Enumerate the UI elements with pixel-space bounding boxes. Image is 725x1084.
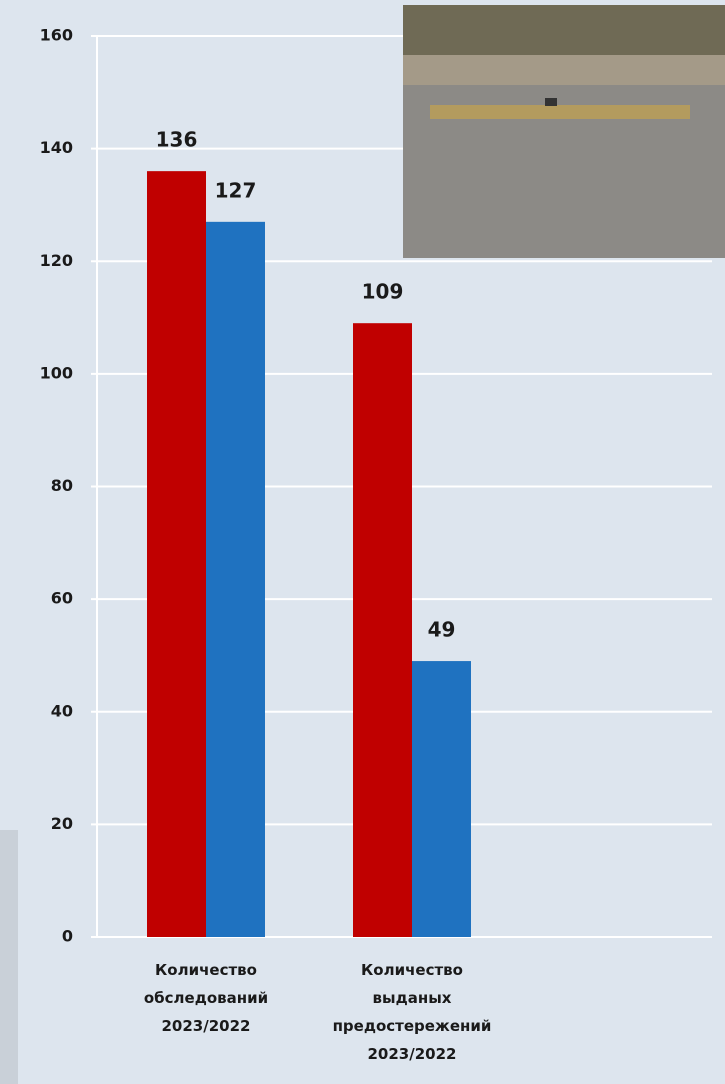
y-tick-label: 80	[51, 476, 73, 495]
bar	[206, 221, 265, 938]
bar	[353, 323, 412, 938]
photo-trees	[403, 5, 725, 55]
x-tick-label: Количество обследований 2023/2022	[144, 961, 268, 1035]
bar	[147, 171, 206, 937]
plot: 0 20 40 60 80 100 120 140 160 Количество обследова…	[40, 26, 712, 1063]
photo-path	[403, 55, 725, 85]
y-tick-label: 40	[51, 701, 73, 720]
data-label: 49	[428, 618, 456, 642]
background-edge	[0, 830, 18, 1084]
photo-object	[545, 98, 557, 106]
y-tick-label: 60	[51, 589, 73, 608]
data-label: 109	[362, 280, 404, 304]
y-tick-label: 0	[62, 927, 73, 946]
y-tick-label: 20	[51, 814, 73, 833]
data-label: 127	[215, 178, 257, 202]
y-tick-label: 100	[40, 363, 73, 382]
photo-curb	[430, 105, 690, 119]
y-tick-label: 120	[40, 251, 73, 270]
photo-inset	[403, 5, 725, 258]
bar	[412, 661, 471, 937]
y-tick-label: 160	[40, 26, 73, 45]
y-tick-label: 140	[40, 138, 73, 157]
data-label: 136	[156, 128, 198, 152]
x-tick-label: Количество выданых предостережений 2023/202…	[333, 961, 492, 1063]
